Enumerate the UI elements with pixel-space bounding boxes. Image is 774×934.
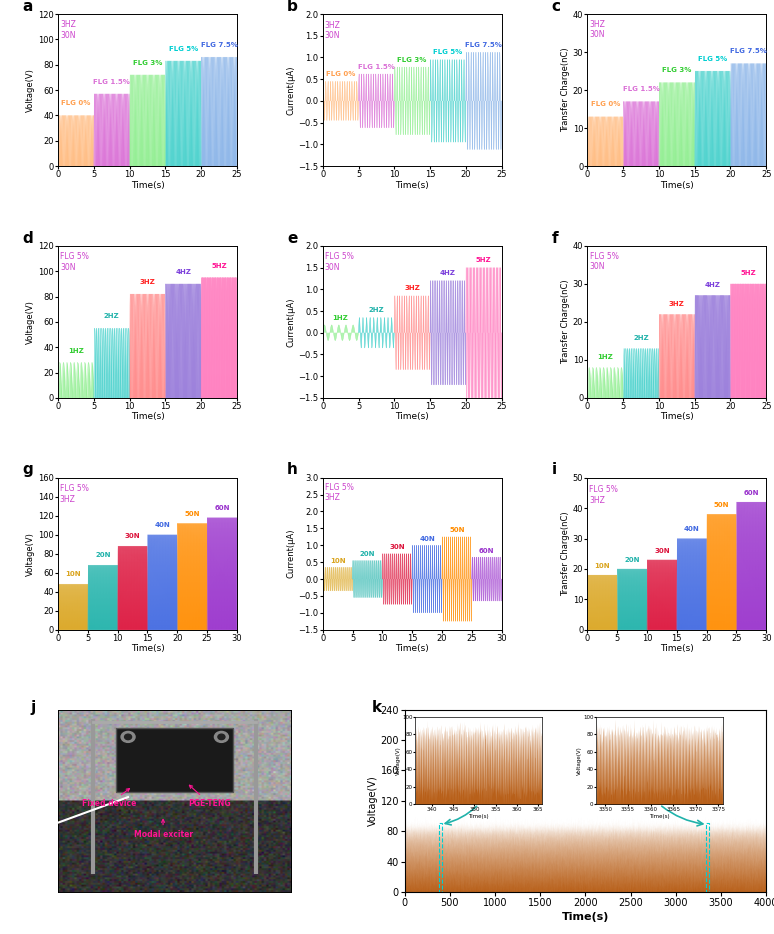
Bar [706, 823, 709, 892]
Text: 3HZ: 3HZ [669, 301, 685, 306]
Y-axis label: Transfer Charge(nC): Transfer Charge(nC) [561, 512, 570, 596]
Text: 2HZ: 2HZ [368, 307, 384, 313]
Text: i: i [552, 462, 557, 477]
Circle shape [214, 731, 228, 743]
Text: FLG 5%
30N: FLG 5% 30N [60, 252, 89, 272]
Text: FLG 3%: FLG 3% [133, 60, 163, 66]
Text: 30N: 30N [654, 547, 670, 554]
Text: 4HZ: 4HZ [175, 269, 191, 275]
Text: FLG 0%: FLG 0% [591, 101, 620, 107]
Text: FLG 5%: FLG 5% [433, 50, 463, 55]
X-axis label: Time(s): Time(s) [131, 180, 164, 190]
Text: 3HZ
30N: 3HZ 30N [590, 20, 605, 39]
Text: 4HZ: 4HZ [440, 270, 456, 276]
Y-axis label: Transfer Charge(nC): Transfer Charge(nC) [561, 279, 570, 364]
Text: e: e [287, 231, 297, 246]
Text: 5HZ: 5HZ [476, 257, 491, 263]
X-axis label: Time(s): Time(s) [660, 644, 694, 653]
X-axis label: Time(s): Time(s) [562, 912, 609, 922]
Y-axis label: Voltage(V): Voltage(V) [26, 68, 36, 112]
Text: FLG 1.5%: FLG 1.5% [93, 79, 130, 85]
Text: FLG 7.5%: FLG 7.5% [730, 48, 767, 54]
Y-axis label: Voltage(V): Voltage(V) [26, 531, 36, 575]
Text: 5HZ: 5HZ [741, 270, 756, 276]
Text: FLG 1.5%: FLG 1.5% [358, 64, 395, 70]
X-axis label: Time(s): Time(s) [396, 413, 429, 421]
Text: a: a [22, 0, 33, 14]
Text: 20N: 20N [95, 552, 111, 559]
Text: 50N: 50N [449, 528, 464, 533]
X-axis label: Time(s): Time(s) [660, 413, 694, 421]
Text: FLG 0%: FLG 0% [326, 71, 355, 77]
Text: FLG 5%
3HZ: FLG 5% 3HZ [60, 485, 89, 503]
Text: j: j [30, 700, 36, 715]
Text: FLG 5%
3HZ: FLG 5% 3HZ [589, 486, 618, 504]
Circle shape [121, 731, 135, 743]
Y-axis label: Transfer Charge(nC): Transfer Charge(nC) [561, 48, 570, 133]
Circle shape [125, 734, 132, 740]
Text: f: f [552, 231, 558, 246]
Text: Fixed device: Fixed device [82, 788, 136, 808]
X-axis label: Time(s): Time(s) [396, 644, 429, 653]
Text: FLG 3%: FLG 3% [662, 67, 691, 73]
Text: g: g [22, 462, 33, 477]
Text: 5HZ: 5HZ [211, 262, 227, 269]
Text: 60N: 60N [744, 490, 759, 496]
Text: 3HZ
30N: 3HZ 30N [60, 21, 76, 40]
Text: FLG 5%
30N: FLG 5% 30N [590, 251, 618, 271]
Text: 3HZ: 3HZ [139, 279, 156, 285]
Text: c: c [552, 0, 560, 14]
Circle shape [218, 734, 225, 740]
Text: FLG 7.5%: FLG 7.5% [465, 42, 502, 48]
Text: 3HZ: 3HZ [404, 286, 420, 291]
X-axis label: Time(s): Time(s) [396, 180, 429, 190]
Text: k: k [372, 700, 382, 715]
Text: FLG 5%
30N: FLG 5% 30N [325, 252, 354, 272]
Text: PGE-TENG: PGE-TENG [188, 785, 231, 808]
Y-axis label: Current(μA): Current(μA) [286, 529, 296, 578]
Text: 1HZ: 1HZ [598, 354, 613, 360]
Y-axis label: Current(μA): Current(μA) [286, 297, 296, 347]
Text: 30N: 30N [389, 545, 405, 550]
Text: Modal exciter: Modal exciter [133, 819, 193, 840]
Text: FLG 0%: FLG 0% [61, 101, 91, 106]
Text: FLG 7.5%: FLG 7.5% [200, 42, 238, 49]
Text: FLG 5%: FLG 5% [169, 46, 198, 52]
Text: 10N: 10N [330, 558, 345, 564]
Text: FLG 5%
3HZ: FLG 5% 3HZ [324, 483, 354, 502]
Text: 20N: 20N [360, 551, 375, 557]
Text: h: h [287, 462, 298, 477]
Text: 10N: 10N [65, 572, 80, 577]
Text: 2HZ: 2HZ [633, 335, 649, 341]
Text: 60N: 60N [214, 505, 230, 511]
Text: 60N: 60N [479, 547, 495, 554]
Text: FLG 3%: FLG 3% [398, 57, 426, 63]
Y-axis label: Voltage(V): Voltage(V) [26, 300, 36, 344]
Y-axis label: Voltage(V): Voltage(V) [368, 775, 378, 827]
Y-axis label: Current(μA): Current(μA) [286, 65, 296, 115]
Text: 2HZ: 2HZ [104, 313, 119, 319]
Text: b: b [287, 0, 298, 14]
Text: 4HZ: 4HZ [704, 282, 721, 288]
X-axis label: Time(s): Time(s) [131, 413, 164, 421]
Text: 50N: 50N [184, 511, 200, 517]
Text: 1HZ: 1HZ [333, 315, 348, 320]
FancyBboxPatch shape [116, 728, 233, 792]
Text: FLG 1.5%: FLG 1.5% [622, 86, 659, 92]
Text: 3HZ
30N: 3HZ 30N [325, 21, 341, 40]
Text: 50N: 50N [714, 502, 729, 508]
Text: d: d [22, 231, 33, 246]
Text: 40N: 40N [684, 527, 700, 532]
Text: 30N: 30N [125, 533, 140, 540]
Text: 40N: 40N [155, 522, 170, 528]
Bar [440, 823, 442, 892]
X-axis label: Time(s): Time(s) [131, 644, 164, 653]
X-axis label: Time(s): Time(s) [660, 180, 694, 190]
Text: FLG 5%: FLG 5% [698, 55, 728, 62]
Text: 20N: 20N [625, 557, 640, 563]
Text: 10N: 10N [594, 563, 610, 569]
Text: 1HZ: 1HZ [68, 347, 84, 354]
Text: 40N: 40N [420, 536, 435, 542]
